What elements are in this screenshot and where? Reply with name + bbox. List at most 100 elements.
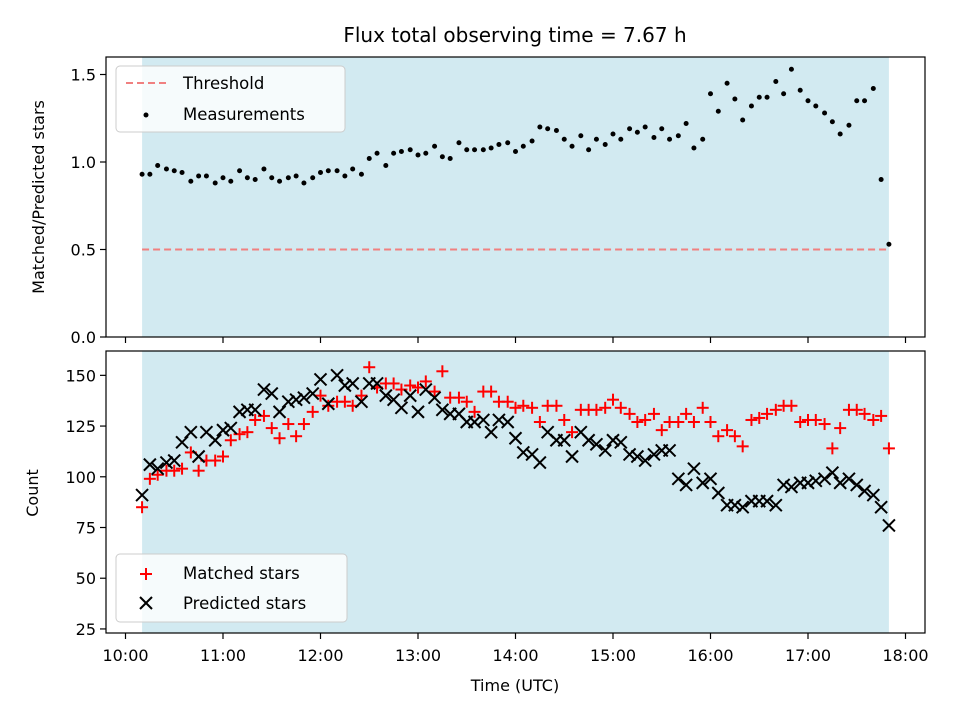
matched-point xyxy=(558,413,571,426)
predicted-point xyxy=(760,494,774,508)
bottom-y-tick-label: 25 xyxy=(76,620,96,639)
matched-point xyxy=(655,424,668,437)
predicted-point xyxy=(370,376,384,391)
measurement-point xyxy=(366,156,372,161)
measurement-point xyxy=(659,126,665,132)
measurement-point xyxy=(423,150,429,156)
matched-point xyxy=(712,430,725,443)
measurement-point xyxy=(886,241,892,247)
predicted-point xyxy=(857,484,872,498)
predicted-point xyxy=(257,382,271,397)
measurement-point xyxy=(155,163,161,168)
measurement-point xyxy=(553,128,559,133)
measurement-point xyxy=(285,175,291,181)
measurement-point xyxy=(788,66,794,72)
measurement-point xyxy=(398,149,404,154)
matched-point xyxy=(452,391,465,404)
measurement-point xyxy=(139,171,145,177)
measurement-point xyxy=(407,147,413,153)
x-tick-label: 13:00 xyxy=(395,646,441,665)
predicted-point xyxy=(345,376,360,391)
matched-point xyxy=(322,399,335,412)
measurement-point xyxy=(854,98,860,104)
matched-point xyxy=(412,381,424,394)
predicted-point xyxy=(281,395,296,409)
measurement-point xyxy=(310,175,316,181)
predicted-point xyxy=(833,476,847,490)
matched-point xyxy=(338,395,351,408)
predicted-point xyxy=(500,415,515,429)
measurement-point xyxy=(318,170,323,175)
predicted-point xyxy=(533,455,547,470)
measurement-point xyxy=(732,96,738,102)
measurement-point xyxy=(171,168,177,174)
measurement-point xyxy=(846,122,852,128)
matched-point xyxy=(696,401,709,414)
predicted-stars-points xyxy=(135,368,896,533)
top-y-tick-label: 1.0 xyxy=(71,153,96,172)
predicted-point xyxy=(232,405,247,419)
matched-point xyxy=(590,403,603,416)
matched-point xyxy=(599,401,612,414)
matched-point xyxy=(143,472,156,485)
matched-point xyxy=(209,454,222,467)
predicted-point xyxy=(427,390,442,405)
measurement-point xyxy=(188,178,194,184)
measurement-point xyxy=(634,129,640,135)
predicted-point xyxy=(817,472,832,486)
matched-point xyxy=(501,395,514,408)
matched-point xyxy=(526,401,539,414)
bottom-y-tick-label: 125 xyxy=(65,417,96,436)
predicted-point xyxy=(184,425,198,439)
predicted-point xyxy=(150,461,165,476)
measurement-point xyxy=(261,166,267,172)
predicted-point xyxy=(313,372,328,387)
measurement-point xyxy=(764,94,770,100)
measurement-point xyxy=(179,170,185,175)
measurement-point xyxy=(147,171,153,177)
predicted-point xyxy=(224,421,238,435)
matched-point xyxy=(875,409,888,422)
matched-point xyxy=(614,401,627,414)
matched-point xyxy=(639,413,652,426)
measurement-point xyxy=(383,163,389,168)
measurement-point xyxy=(456,140,462,146)
matched-point xyxy=(363,361,376,374)
measurement-point xyxy=(675,133,681,139)
matched-point xyxy=(785,399,798,412)
matched-legend-label: Matched stars xyxy=(183,564,300,583)
matched-point xyxy=(217,450,229,463)
predicted-point xyxy=(208,433,222,447)
predicted-point xyxy=(842,472,856,486)
matched-point xyxy=(680,407,693,420)
predicted-point xyxy=(711,486,726,500)
measurement-point xyxy=(163,166,169,172)
measurement-point xyxy=(756,94,762,100)
predicted-point xyxy=(630,449,645,464)
matched-point xyxy=(297,418,310,431)
measurement-point xyxy=(342,173,348,179)
measurement-point xyxy=(447,156,453,161)
matched-point xyxy=(623,407,636,420)
measurement-point xyxy=(813,103,819,109)
matched-legend-swatch xyxy=(140,568,152,580)
measurement-point xyxy=(578,133,584,139)
measurement-point xyxy=(301,180,307,186)
x-tick-label: 12:00 xyxy=(297,646,343,665)
predicted-point xyxy=(476,413,491,427)
bottom-y-tick-label: 100 xyxy=(65,468,96,487)
matched-point xyxy=(721,424,734,437)
predicted-point xyxy=(606,433,620,447)
top-y-axis-label: Matched/Predicted stars xyxy=(29,100,48,294)
predicted-point xyxy=(248,403,262,417)
measurement-point xyxy=(293,173,299,179)
matched-point xyxy=(834,422,847,435)
predicted-point xyxy=(638,453,652,468)
top-legend-box xyxy=(115,65,346,133)
matched-point xyxy=(818,418,831,431)
measurement-point xyxy=(537,124,543,130)
threshold-legend-label: Threshold xyxy=(182,74,264,93)
matched-point xyxy=(249,413,262,426)
measurement-point xyxy=(472,147,478,153)
matched-point xyxy=(826,442,839,455)
